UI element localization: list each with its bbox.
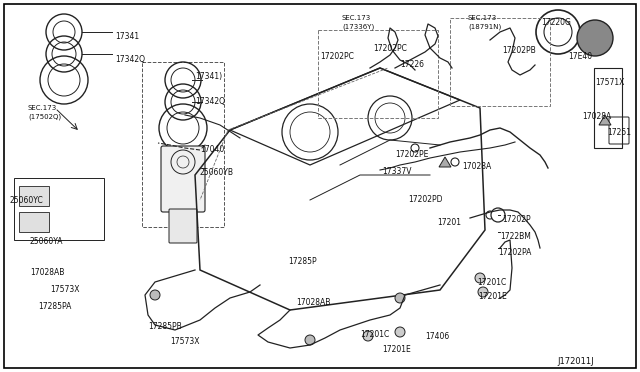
- Text: 25060YB: 25060YB: [200, 168, 234, 177]
- Text: 17285PB: 17285PB: [148, 322, 182, 331]
- Bar: [14, 178, 104, 240]
- Polygon shape: [439, 157, 451, 167]
- Text: 17202PE: 17202PE: [395, 150, 428, 159]
- Circle shape: [486, 211, 494, 219]
- Text: SEC.173: SEC.173: [342, 15, 371, 21]
- Bar: [142, 62, 224, 227]
- Text: 17406: 17406: [425, 332, 449, 341]
- Text: 17573X: 17573X: [170, 337, 200, 346]
- Text: 17201C: 17201C: [360, 330, 389, 339]
- Text: SEC.173: SEC.173: [28, 105, 57, 111]
- Text: 17341: 17341: [115, 32, 139, 41]
- Text: J172011J: J172011J: [557, 357, 594, 366]
- Text: 17202PD: 17202PD: [408, 195, 442, 204]
- Text: 17028A: 17028A: [582, 112, 611, 121]
- Text: 17201C: 17201C: [477, 278, 506, 287]
- Text: 17342Q: 17342Q: [195, 97, 225, 106]
- Text: 17028AB: 17028AB: [296, 298, 330, 307]
- Text: 17220G: 17220G: [541, 18, 571, 27]
- Text: 17342Q: 17342Q: [115, 55, 145, 64]
- Text: 17226: 17226: [400, 60, 424, 69]
- Text: 17573X: 17573X: [50, 285, 79, 294]
- Text: 17251: 17251: [607, 128, 631, 137]
- Text: 17201: 17201: [437, 218, 461, 227]
- Circle shape: [305, 335, 315, 345]
- Text: 25060YC: 25060YC: [10, 196, 44, 205]
- Text: 17E40: 17E40: [568, 52, 592, 61]
- FancyBboxPatch shape: [169, 209, 197, 243]
- Text: 17202PA: 17202PA: [498, 248, 531, 257]
- Circle shape: [150, 290, 160, 300]
- Text: 17202PC: 17202PC: [320, 52, 354, 61]
- Text: 17028AB: 17028AB: [30, 268, 65, 277]
- Polygon shape: [599, 115, 611, 125]
- Text: (17336Y): (17336Y): [342, 23, 374, 29]
- Circle shape: [475, 273, 485, 283]
- Bar: [318, 30, 438, 118]
- Text: 17202P: 17202P: [502, 215, 531, 224]
- Text: 17201E: 17201E: [382, 345, 411, 354]
- Text: (17502Q): (17502Q): [28, 113, 61, 119]
- Circle shape: [395, 327, 405, 337]
- Text: 17202PB: 17202PB: [502, 46, 536, 55]
- Circle shape: [451, 158, 459, 166]
- Text: (18791N): (18791N): [468, 23, 501, 29]
- Bar: [450, 18, 550, 106]
- Circle shape: [411, 144, 419, 152]
- Circle shape: [395, 293, 405, 303]
- Text: 17040: 17040: [200, 145, 224, 154]
- Text: 17201E: 17201E: [478, 292, 507, 301]
- Text: 17341): 17341): [195, 72, 222, 81]
- Bar: [19, 186, 49, 206]
- FancyBboxPatch shape: [161, 146, 205, 212]
- Text: 1722BM: 1722BM: [500, 232, 531, 241]
- Circle shape: [491, 208, 505, 222]
- Text: 17202PC: 17202PC: [373, 44, 407, 53]
- Circle shape: [478, 287, 488, 297]
- Text: 25060YA: 25060YA: [30, 237, 63, 246]
- Bar: [19, 212, 49, 232]
- Text: 17571X: 17571X: [595, 78, 625, 87]
- Circle shape: [577, 20, 613, 56]
- Text: SEC.173: SEC.173: [468, 15, 497, 21]
- Circle shape: [363, 331, 373, 341]
- Text: 17337V: 17337V: [382, 167, 412, 176]
- Bar: [594, 68, 622, 148]
- Text: 17285P: 17285P: [288, 257, 317, 266]
- Text: 17028A: 17028A: [462, 162, 492, 171]
- Text: 17285PA: 17285PA: [38, 302, 72, 311]
